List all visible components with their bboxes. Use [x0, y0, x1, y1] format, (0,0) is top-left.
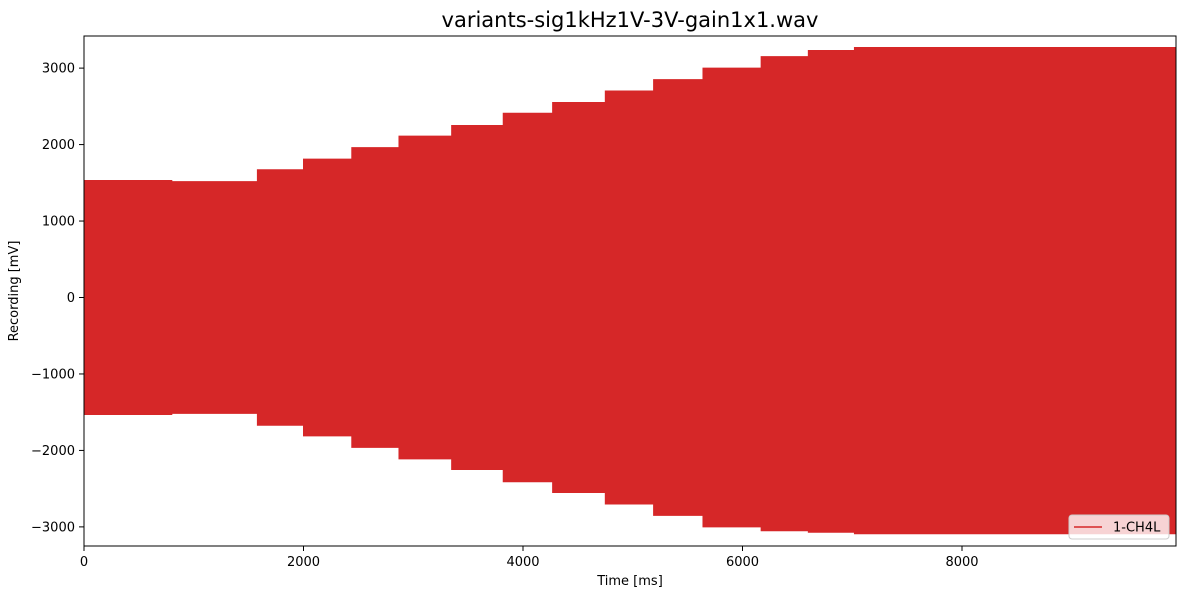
y-tick-label: −1000	[31, 367, 75, 382]
axes-frame	[83, 35, 1177, 547]
y-tick-label: −3000	[31, 520, 75, 535]
x-axis-label: Time [ms]	[596, 574, 663, 589]
y-tick-label: 2000	[42, 138, 75, 153]
x-tick-label: 0	[80, 555, 88, 570]
x-tick-label: 8000	[945, 555, 978, 570]
x-tick-label: 2000	[287, 555, 320, 570]
y-axis-label: Recording [mV]	[7, 241, 22, 342]
x-axis: 0 2000 4000 6000 8000	[80, 546, 979, 570]
y-tick-label: −2000	[31, 444, 75, 459]
chart-title: variants-sig1kHz1V-3V-gain1x1.wav	[442, 8, 819, 32]
y-tick-label: 1000	[42, 215, 75, 230]
legend: 1-CH4L	[1068, 514, 1170, 540]
x-tick-label: 4000	[506, 555, 539, 570]
y-axis: −3000 −2000 −1000 0 1000 2000 3000	[31, 62, 84, 535]
y-tick-label: 3000	[42, 62, 75, 77]
legend-label: 1-CH4L	[1113, 521, 1161, 536]
legend-box	[1068, 514, 1170, 540]
y-tick-label: 0	[67, 291, 75, 306]
x-tick-label: 6000	[726, 555, 759, 570]
